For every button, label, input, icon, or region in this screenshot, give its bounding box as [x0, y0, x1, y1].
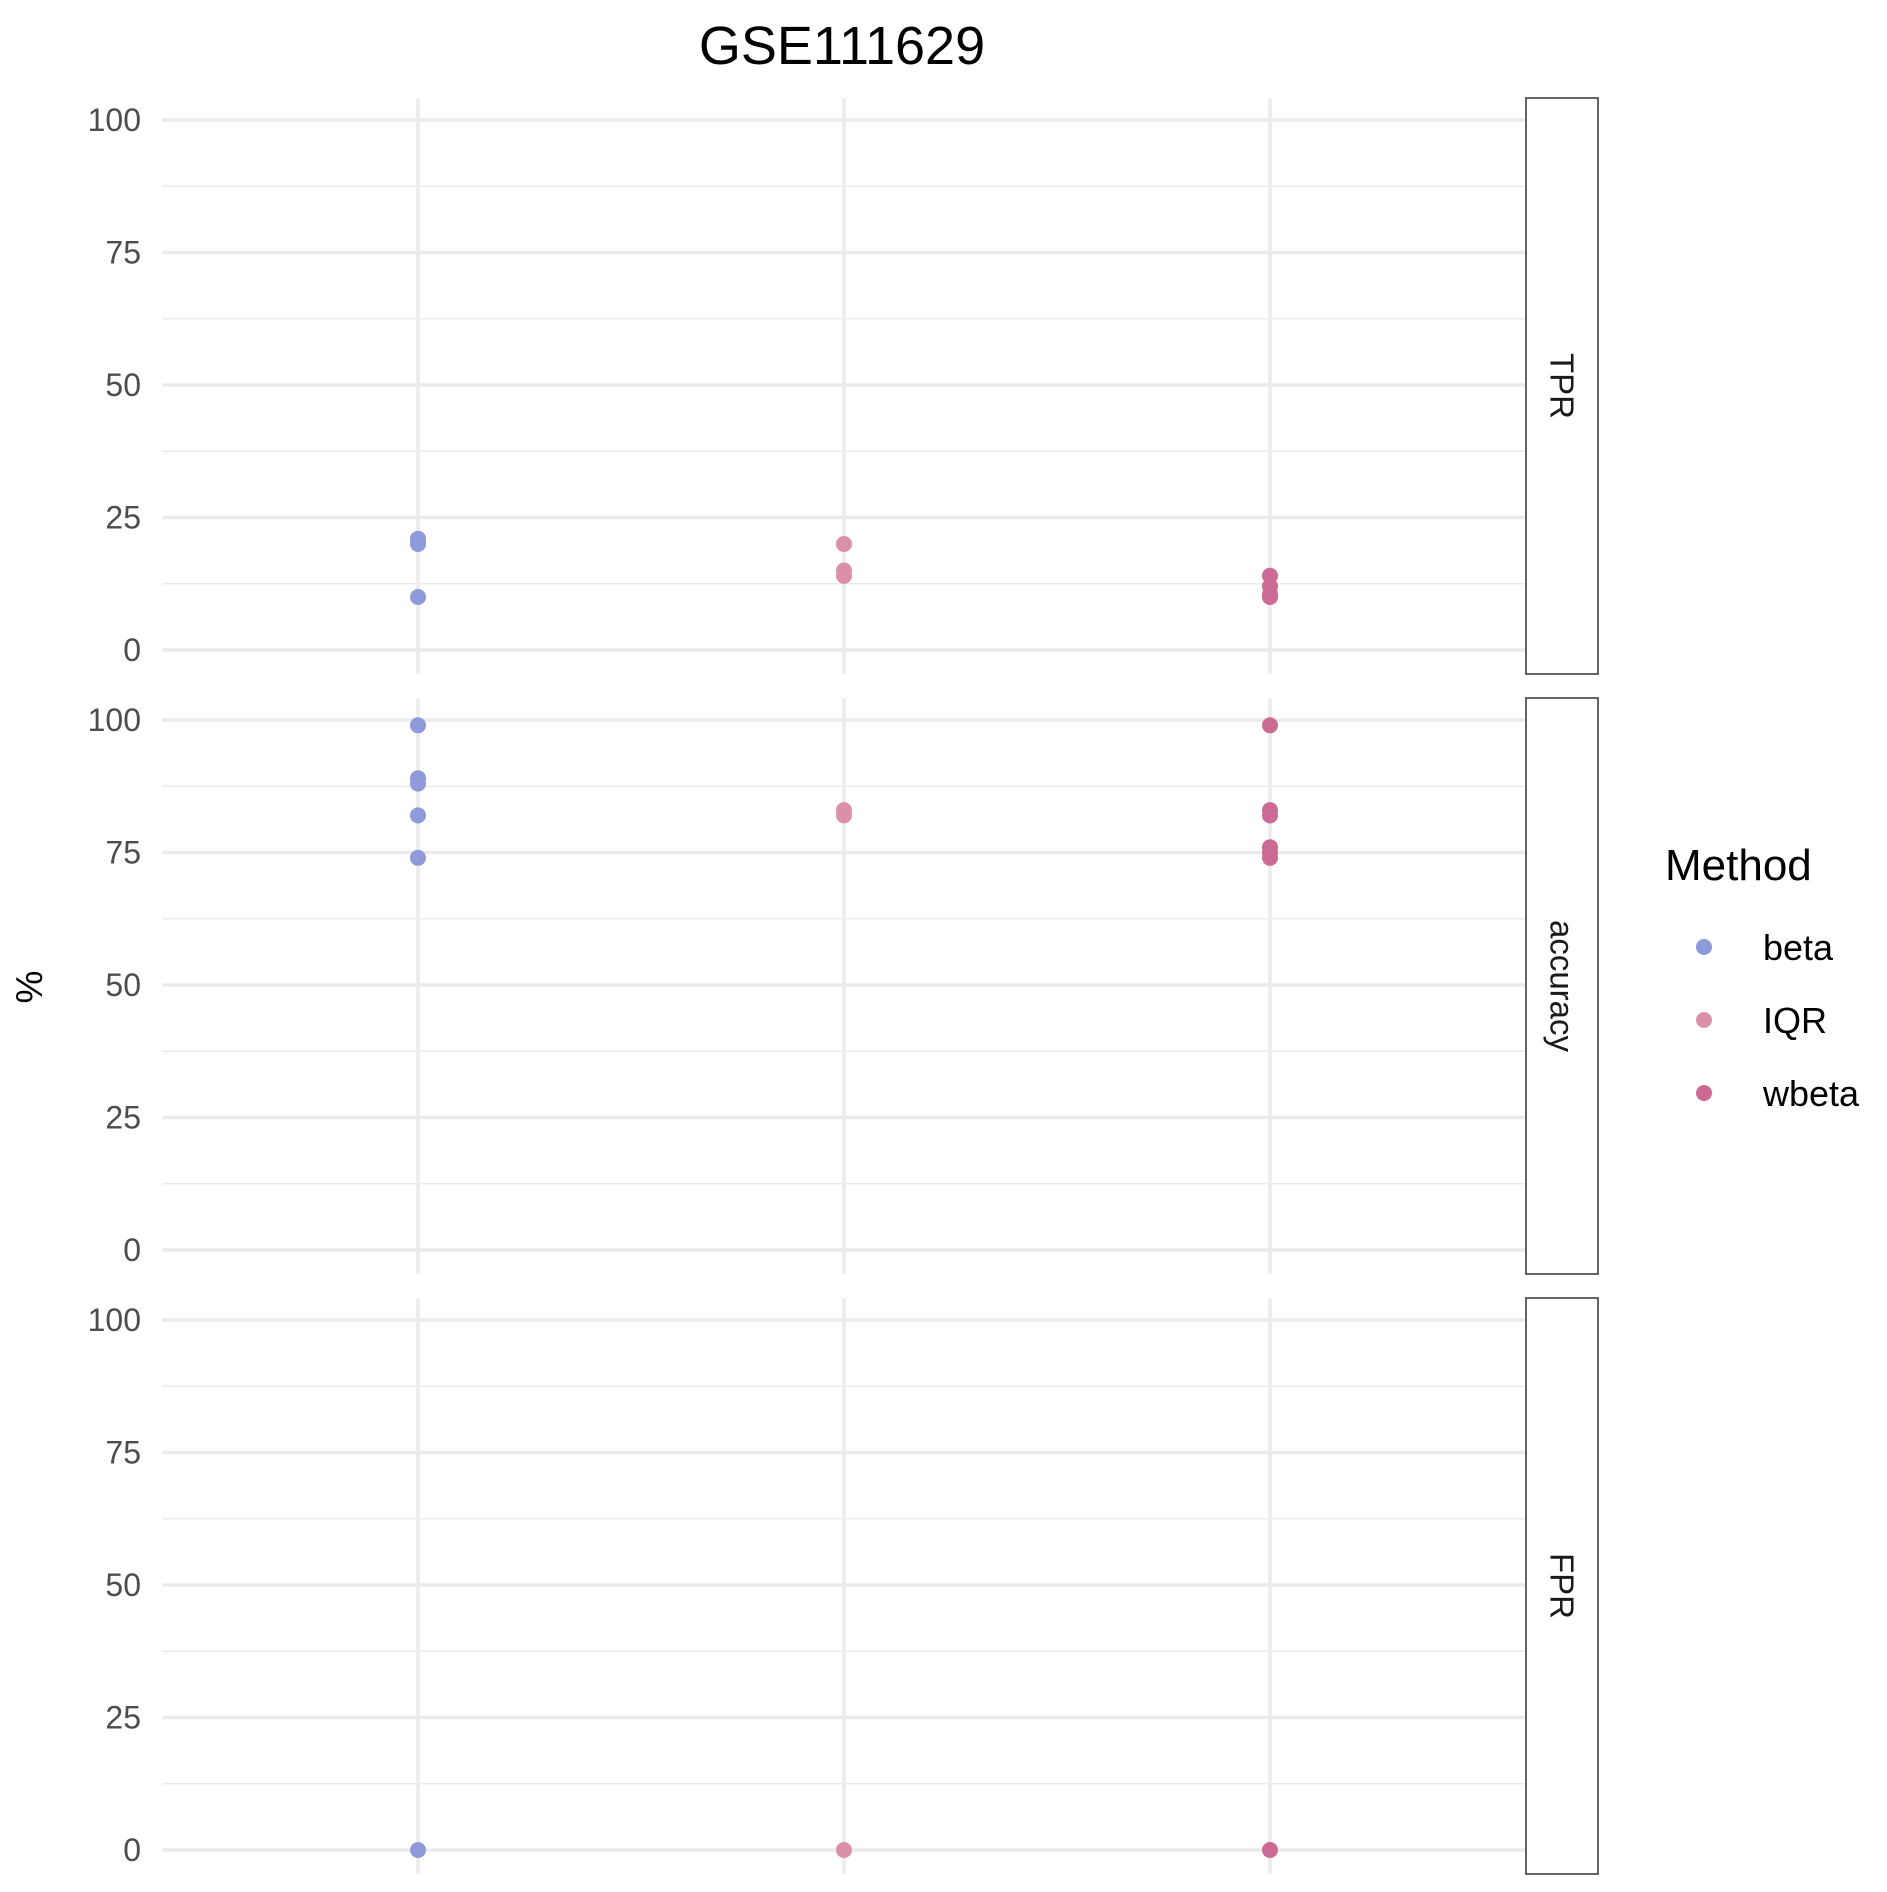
legend-key-iqr	[1696, 1012, 1712, 1028]
y-tick-label: 100	[88, 102, 141, 138]
data-point-wbeta	[1262, 849, 1278, 866]
y-tick-label: 0	[123, 632, 141, 668]
facet-panels: 0 25 50 75 100 TPR 0 25 50 75 100 accuracy 0 25 50 75 10…	[88, 97, 1599, 1875]
data-point-beta	[410, 807, 426, 824]
facet-panel-accuracy: 0 25 50 75 100 accuracy	[88, 697, 1599, 1275]
legend-item-iqr: IQR	[1696, 1000, 1827, 1041]
facet-strip	[1525, 97, 1599, 675]
y-tick-label: 25	[105, 1700, 141, 1736]
data-point-beta	[410, 849, 426, 866]
data-point-beta	[410, 536, 426, 552]
y-axis-title: %	[9, 971, 50, 1004]
data-point-iqr	[836, 567, 852, 584]
data-point-beta	[410, 717, 426, 734]
data-point-wbeta	[1262, 717, 1278, 734]
chart-title: GSE111629	[699, 16, 985, 76]
legend-item-wbeta: wbeta	[1696, 1073, 1860, 1114]
facet-strip-label: TPR	[1544, 353, 1581, 419]
facet-strip-label: accuracy	[1544, 920, 1581, 1053]
legend-label: IQR	[1763, 1000, 1827, 1041]
y-tick-label: 100	[88, 702, 141, 738]
data-point-wbeta	[1262, 589, 1278, 605]
facet-strip	[1525, 697, 1599, 1275]
legend-item-beta: beta	[1696, 927, 1834, 968]
facet-panel-fpr: 0 25 50 75 100 FPR	[88, 1297, 1599, 1875]
y-tick-label: 75	[105, 1435, 141, 1471]
facet-strip	[1525, 1297, 1599, 1875]
y-tick-label: 75	[105, 835, 141, 871]
facet-strip-label: FPR	[1544, 1553, 1581, 1619]
legend-label: wbeta	[1762, 1073, 1860, 1114]
data-point-beta	[410, 589, 426, 605]
data-point-wbeta	[1262, 807, 1278, 824]
legend-label: beta	[1763, 927, 1834, 968]
data-point-beta	[410, 1842, 426, 1858]
data-point-wbeta	[1262, 1842, 1278, 1858]
legend-title: Method	[1665, 841, 1812, 890]
legend-key-beta	[1696, 939, 1712, 955]
y-tick-label: 25	[105, 1100, 141, 1136]
data-point-iqr	[836, 536, 852, 552]
y-tick-label: 50	[105, 1567, 141, 1603]
data-point-beta	[410, 775, 426, 792]
legend-key-wbeta	[1696, 1085, 1712, 1101]
data-point-iqr	[836, 1842, 852, 1858]
y-tick-label: 100	[88, 1302, 141, 1338]
y-tick-label: 50	[105, 367, 141, 403]
y-tick-label: 50	[105, 967, 141, 1003]
y-tick-label: 0	[123, 1232, 141, 1268]
legend: Method beta IQR wbeta	[1665, 841, 1860, 1114]
y-tick-label: 75	[105, 235, 141, 271]
data-point-iqr	[836, 807, 852, 824]
y-tick-label: 25	[105, 500, 141, 536]
y-tick-label: 0	[123, 1832, 141, 1868]
facet-panel-tpr: 0 25 50 75 100 TPR	[88, 97, 1599, 675]
